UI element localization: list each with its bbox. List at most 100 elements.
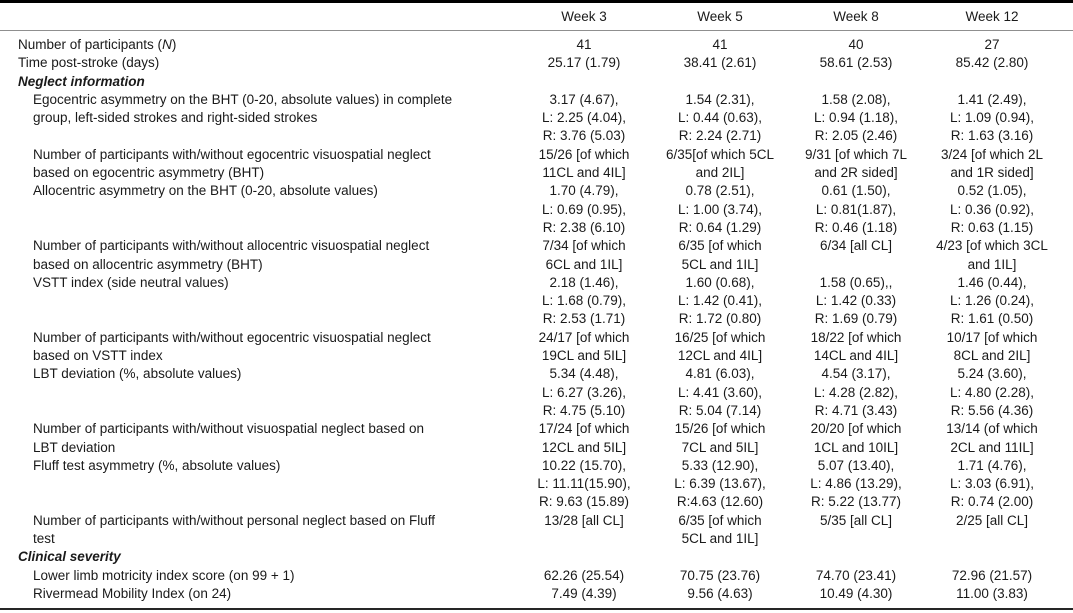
value-cell: 1.71 (4.76), L: 3.03 (6.91), R: 0.74 (2.… [949, 457, 1035, 510]
value-cell: 10.49 (4.30) [819, 585, 893, 601]
spacer-cell [1060, 567, 1073, 585]
row-label: Number of participants with/without pers… [33, 512, 435, 547]
value-cell: 41 [576, 37, 592, 52]
column-header-week-12: Week 12 [924, 1, 1060, 31]
row-label: Allocentric asymmetry on the BHT (0-20, … [33, 183, 378, 199]
spacer-header-cell [1060, 1, 1073, 31]
header-row: Week 3 Week 5 Week 8 Week 12 [0, 1, 1073, 31]
value-cell: 13/14 (of which 2CL and 11IL] [946, 421, 1038, 455]
value-cell: 27 [984, 37, 1000, 52]
row-label: Number of participants with/without visu… [33, 421, 424, 455]
value-cell: 6/35 [of which 5CL and 1IL] [678, 512, 762, 547]
value-cell: 15/26 [of which 7CL and 5IL] [674, 421, 766, 455]
value-cell: 9.56 (4.63) [687, 585, 753, 601]
value-cell: 1.41 (2.49), L: 1.09 (0.94), R: 1.63 (3.… [949, 91, 1035, 144]
value-cell: 25.17 (1.79) [547, 55, 621, 71]
value-cell: 38.41 (2.61) [683, 55, 757, 71]
value-cell: 4.54 (3.17), L: 4.28 (2.82), R: 4.71 (3.… [813, 366, 899, 418]
value-cell: 2/25 [all CL] [955, 512, 1029, 528]
value-cell: 1.58 (2.08), L: 0.94 (1.18), R: 2.05 (2.… [813, 91, 899, 144]
corner-header-cell [0, 1, 516, 31]
value-cell: 1.70 (4.79), L: 0.69 (0.95), R: 2.38 (6.… [541, 183, 627, 235]
column-header-week-8: Week 8 [788, 1, 924, 31]
value-cell: 0.78 (2.51), L: 1.00 (3.74), R: 0.64 (1.… [677, 183, 763, 235]
row-label-text: ) [171, 37, 177, 52]
row-label: Egocentric asymmetry on the BHT (0-20, a… [33, 91, 453, 126]
column-header-week-5: Week 5 [652, 1, 788, 31]
value-cell: 4/23 [of which 3CL and 1IL] [936, 238, 1048, 272]
value-cell: 5.07 (13.40), L: 4.86 (13.29), R: 5.22 (… [810, 457, 902, 510]
row-label: Number of participants (N) [0, 31, 516, 55]
spacer-cell [1060, 237, 1073, 274]
spacer-cell [1060, 329, 1073, 366]
value-cell: 58.61 (2.53) [819, 55, 893, 71]
row-label: Number of participants with/without allo… [33, 238, 430, 272]
value-cell: 10/17 [of which 8CL and 2IL] [946, 329, 1038, 364]
value-cell: 16/25 [of which 12CL and 4IL] [674, 329, 766, 364]
value-cell: 9/31 [of which 7L and 2R sided] [804, 146, 908, 181]
table-row: Number of participants with/without visu… [0, 420, 1073, 457]
value-cell: 10.22 (15.70), L: 11.11(15.90), R: 9.63 … [537, 457, 631, 510]
value-cell: 7/34 [of which 6CL and 1IL] [542, 238, 626, 272]
value-cell: 6/35[of which 5CL and 2IL] [665, 146, 775, 181]
table-row: Lower limb motricity index score (on 99 … [0, 567, 1073, 585]
section-row: Neglect information [0, 73, 1073, 91]
value-cell: 0.61 (1.50), L: 0.81(1.87), R: 0.46 (1.1… [814, 183, 898, 235]
row-label: Fluff test asymmetry (%, absolute values… [33, 457, 281, 473]
table-row: Number of participants with/without allo… [0, 237, 1073, 274]
spacer-cell [1060, 146, 1073, 183]
row-label: Rivermead Mobility Index (on 24) [33, 585, 232, 601]
row-label: Lower limb motricity index score (on 99 … [33, 567, 295, 583]
value-cell: 18/22 [of which 14CL and 4IL] [810, 329, 902, 364]
table-row: VSTT index (side neutral values) 2.18 (1… [0, 274, 1073, 329]
value-cell: 6/35 [of which 5CL and 1IL] [678, 238, 762, 272]
spacer-cell [1060, 31, 1073, 55]
value-cell: 6/34 [all CL] [819, 238, 893, 254]
row-label: VSTT index (side neutral values) [33, 274, 229, 290]
value-cell: 5/35 [all CL] [819, 512, 893, 528]
table-row: Time post-stroke (days) 25.17 (1.79) 38.… [0, 54, 1073, 72]
section-row: Clinical severity [0, 548, 1073, 566]
value-cell: 41 [712, 37, 728, 52]
value-cell: 40 [848, 37, 864, 52]
value-cell: 1.60 (0.68), L: 1.42 (0.41), R: 1.72 (0.… [677, 274, 763, 327]
spacer-cell [1060, 91, 1073, 146]
row-label: LBT deviation (%, absolute values) [33, 366, 242, 382]
value-cell: 1.58 (0.65),, L: 1.42 (0.33) R: 1.69 (0.… [814, 274, 898, 327]
value-cell: 20/20 [of which 1CL and 10IL] [810, 421, 902, 455]
spacer-cell [1060, 54, 1073, 72]
table-row: Number of participants with/without pers… [0, 512, 1073, 549]
value-cell: 3/24 [of which 2L and 1R sided] [940, 146, 1044, 181]
table-row: Number of participants with/without egoc… [0, 146, 1073, 183]
row-label: Number of participants with/without egoc… [33, 329, 431, 364]
value-cell: 0.52 (1.05), L: 0.36 (0.92), R: 0.63 (1.… [949, 183, 1035, 235]
value-cell: 74.70 (23.41) [815, 567, 897, 583]
spacer-cell [1060, 182, 1073, 237]
value-cell: 24/17 [of which 19CL and 5IL] [538, 329, 630, 364]
table-row: Number of participants (N) 41 41 40 27 [0, 31, 1073, 55]
value-cell: 4.81 (6.03), L: 4.41 (3.60), R: 5.04 (7.… [677, 366, 763, 418]
value-cell: 70.75 (23.76) [679, 567, 761, 583]
value-cell: 5.33 (12.90), L: 6.39 (13.67), R:4.63 (1… [674, 457, 766, 510]
value-cell: 11.00 (3.83) [956, 585, 1028, 601]
value-cell: 3.17 (4.67), L: 2.25 (4.04), R: 3.76 (5.… [541, 91, 627, 144]
value-cell: 7.49 (4.39) [551, 585, 617, 601]
value-cell: 1.46 (0.44), L: 1.26 (0.24), R: 1.61 (0.… [949, 274, 1035, 327]
value-cell: 13/28 [all CL] [544, 512, 624, 528]
spacer-cell [1060, 274, 1073, 329]
table-row: Fluff test asymmetry (%, absolute values… [0, 457, 1073, 512]
section-header: Neglect information [18, 73, 145, 89]
spacer-cell [1060, 457, 1073, 512]
value-cell: 17/24 [of which 12CL and 5IL] [538, 421, 630, 455]
table-row: Allocentric asymmetry on the BHT (0-20, … [0, 182, 1073, 237]
row-label-text: Number of participants ( [18, 37, 163, 52]
spacer-cell [1060, 585, 1073, 609]
section-header: Clinical severity [18, 549, 121, 565]
table-row: Egocentric asymmetry on the BHT (0-20, a… [0, 91, 1073, 146]
spacer-cell [1060, 512, 1073, 549]
value-cell: 62.26 (25.54) [543, 567, 625, 583]
row-label-italic-n: N [162, 37, 172, 52]
row-label: Number of participants with/without egoc… [33, 146, 431, 181]
